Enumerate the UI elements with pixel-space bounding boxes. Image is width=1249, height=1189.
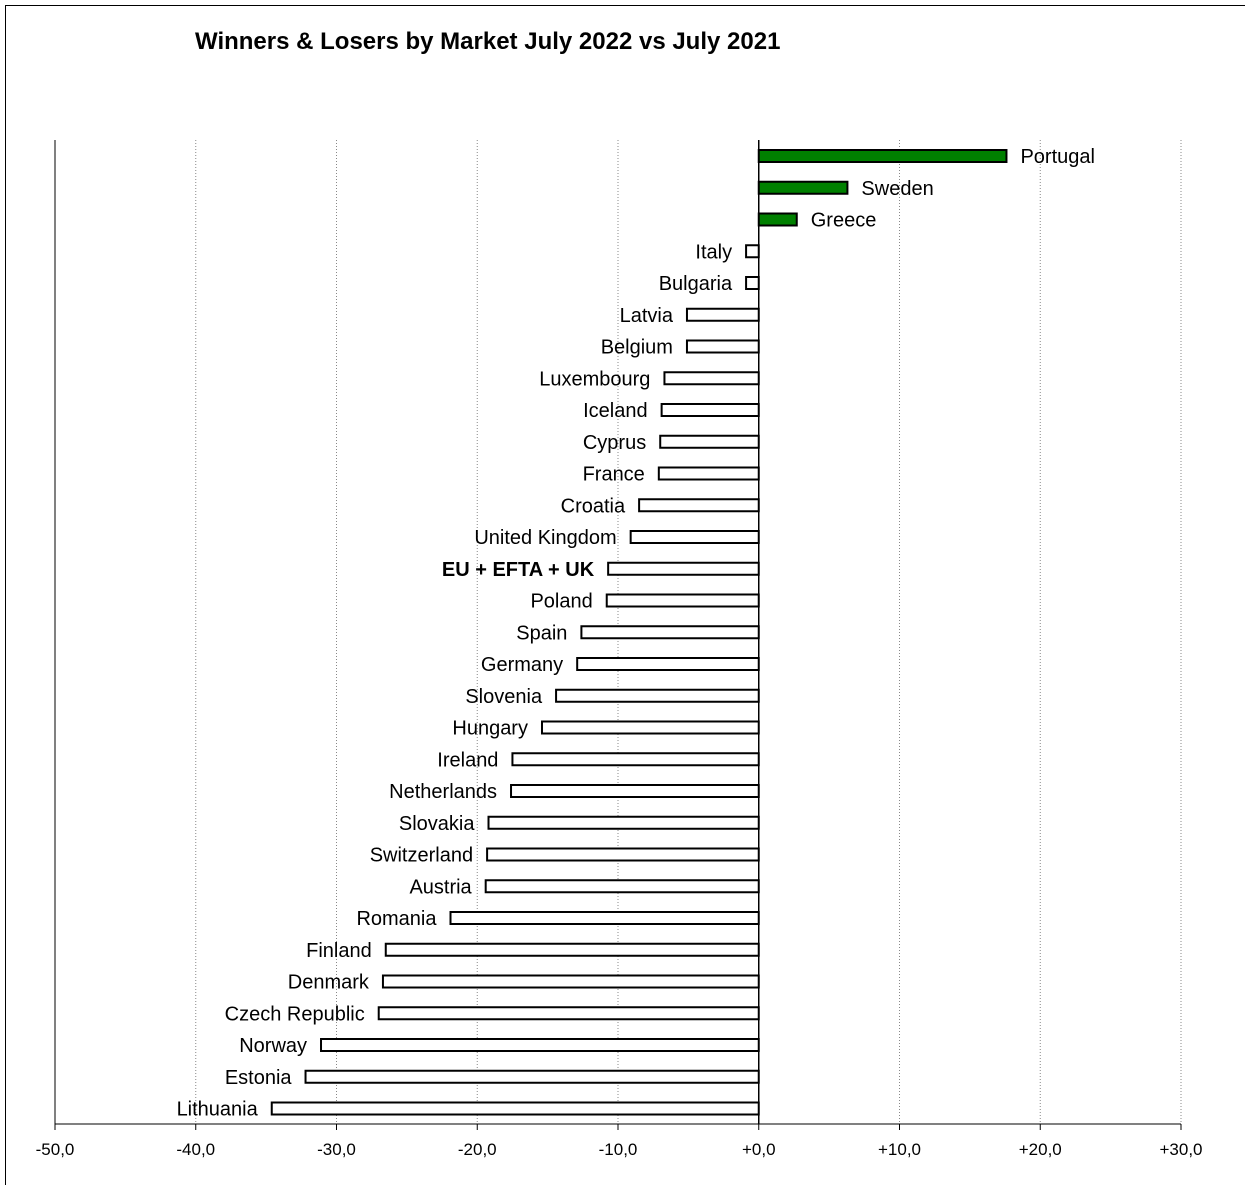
bar	[484, 879, 760, 894]
bar	[320, 1038, 760, 1052]
bar	[487, 815, 760, 830]
bar	[381, 974, 760, 989]
bars	[270, 149, 1008, 1116]
bar-label: Latvia	[620, 305, 674, 327]
bar	[657, 466, 760, 481]
bar-label: Czech Republic	[225, 1003, 365, 1025]
bar	[270, 1101, 760, 1116]
bar	[685, 339, 760, 354]
x-tick-label: -50,0	[36, 1140, 75, 1159]
bar-label: France	[583, 464, 645, 486]
bar-label: Cyprus	[583, 432, 646, 454]
x-tick-label: -40,0	[176, 1140, 215, 1159]
bar	[555, 688, 760, 703]
bar-label: Norway	[239, 1035, 307, 1057]
bar-label: Poland	[530, 591, 592, 613]
bar-label: United Kingdom	[474, 527, 616, 549]
bar	[540, 720, 760, 735]
bar-label: Estonia	[225, 1067, 293, 1089]
bar-label: Slovakia	[399, 813, 475, 835]
bar	[757, 180, 849, 195]
bar-label: Croatia	[561, 495, 626, 517]
bar-label: EU + EFTA + UK	[442, 559, 595, 581]
x-tick-label: +0,0	[742, 1140, 776, 1159]
bar	[663, 371, 760, 386]
bar-label: Ireland	[437, 749, 498, 771]
bar	[580, 625, 760, 640]
bar-label: Italy	[695, 241, 732, 263]
bar-label: Iceland	[583, 400, 648, 422]
bar-label: Hungary	[452, 718, 528, 740]
bar	[660, 403, 760, 417]
chart-title: Winners & Losers by Market July 2022 vs …	[195, 28, 781, 55]
bar	[510, 784, 760, 798]
bar-labels: Portugal Sweden Greece Italy Bulgaria Latvia B…	[177, 146, 1095, 1121]
bar	[304, 1069, 760, 1084]
x-tick-label: -10,0	[599, 1140, 638, 1159]
bar	[449, 911, 760, 925]
bar-label: Denmark	[288, 972, 370, 994]
x-tick-label: +10,0	[878, 1140, 921, 1159]
bar	[486, 847, 760, 862]
bar	[377, 1006, 760, 1021]
bar-label: Spain	[516, 622, 567, 644]
bar	[745, 244, 760, 259]
bar-label: Portugal	[1020, 146, 1095, 168]
x-tick-label: -20,0	[458, 1140, 497, 1159]
bar-label: Lithuania	[177, 1099, 259, 1121]
bar	[607, 561, 760, 576]
bar	[745, 276, 760, 290]
x-tick-label: +20,0	[1019, 1140, 1062, 1159]
bar	[638, 498, 760, 513]
bar	[659, 434, 760, 449]
bar-label: Greece	[811, 210, 877, 232]
bar-label: Romania	[356, 908, 437, 930]
bar-label: Netherlands	[389, 781, 497, 803]
x-tick-label: +30,0	[1159, 1140, 1202, 1159]
bar-label: Finland	[306, 940, 372, 962]
bar-label: Bulgaria	[659, 273, 733, 295]
bar	[685, 307, 760, 322]
bar	[629, 530, 760, 544]
bar	[511, 752, 760, 767]
bar	[757, 149, 1008, 163]
bar-label: Slovenia	[465, 686, 543, 708]
bar-label: Luxembourg	[539, 368, 650, 390]
bar	[384, 942, 760, 957]
chart-frame	[5, 5, 1245, 1185]
bar	[576, 657, 760, 671]
x-tick-label: -30,0	[317, 1140, 356, 1159]
bar-label: Germany	[481, 654, 563, 676]
bar-label: Switzerland	[370, 845, 473, 867]
bar-label: Belgium	[601, 337, 673, 359]
bar-label: Sweden	[861, 178, 933, 200]
bar	[757, 212, 798, 227]
bar-label: Austria	[409, 876, 472, 898]
x-axis: -50,0 -40,0 -30,0 -20,0 -10,0 +0,0 +10,0 +20,0 +…	[36, 140, 1203, 1159]
bar	[605, 593, 760, 608]
